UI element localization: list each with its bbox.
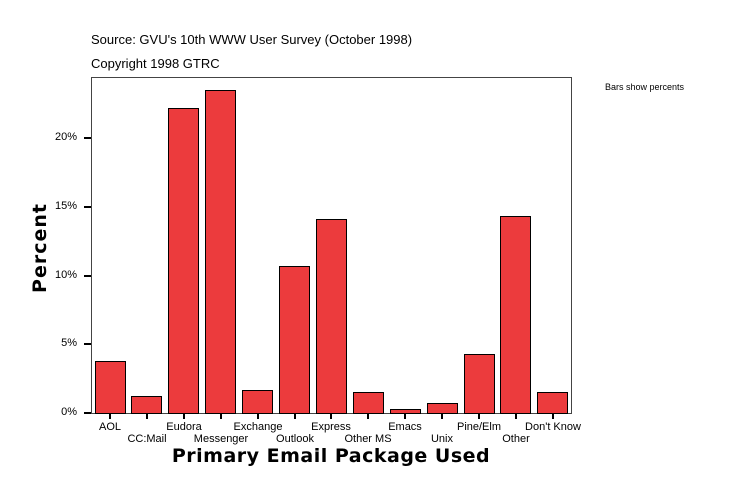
- x-tick: [330, 413, 332, 419]
- legend-note: Bars show percents: [605, 82, 685, 92]
- y-tick-label: 20%: [54, 131, 77, 143]
- x-tick-label: Don't Know: [525, 421, 581, 433]
- x-tick-label: Eudora: [166, 421, 202, 433]
- bar-other-ms: [353, 392, 384, 414]
- y-tick: [84, 137, 91, 139]
- bar-other: [500, 216, 531, 414]
- x-tick-label: Outlook: [276, 433, 314, 445]
- y-tick: [84, 412, 91, 414]
- x-tick: [478, 413, 480, 419]
- y-tick: [84, 205, 91, 208]
- bar-messenger: [205, 90, 236, 414]
- x-tick: [183, 413, 185, 419]
- x-tick: [109, 413, 111, 419]
- x-tick: [404, 413, 406, 419]
- y-axis-title: Percent: [29, 203, 51, 293]
- x-tick-label: Pine/Elm: [456, 421, 502, 433]
- x-tick-label: Unix: [430, 433, 454, 445]
- bar-express: [316, 219, 347, 414]
- y-tick: [84, 274, 91, 277]
- x-tick: [552, 413, 554, 419]
- copyright-line: Copyright 1998 GTRC: [91, 56, 220, 71]
- y-tick-label: 10%: [54, 268, 77, 281]
- y-tick-label: 0%: [61, 406, 77, 418]
- x-tick-label: Express: [311, 421, 351, 433]
- source-line: Source: GVU's 10th WWW User Survey (Octo…: [91, 32, 413, 47]
- x-tick-label: Emacs: [388, 421, 422, 433]
- x-tick: [515, 413, 517, 419]
- y-tick: [84, 343, 91, 346]
- x-tick: [146, 413, 148, 419]
- y-tick-label: 5%: [61, 337, 77, 350]
- bar-pine-elm: [464, 354, 495, 414]
- x-tick-label: Exchange: [233, 421, 283, 433]
- x-tick: [367, 413, 369, 419]
- x-tick-label: Other MS: [344, 433, 392, 445]
- bar-don-t-know: [537, 392, 568, 414]
- x-tick: [441, 413, 443, 419]
- bar-eudora: [168, 108, 199, 414]
- x-tick-label: CC:Mail: [127, 433, 167, 445]
- x-tick-label: AOL: [98, 421, 122, 433]
- x-tick: [220, 413, 222, 419]
- x-tick-label: Messenger: [193, 433, 249, 445]
- x-tick: [294, 413, 296, 419]
- x-tick: [257, 413, 259, 419]
- bar-cc-mail: [131, 396, 162, 414]
- bar-aol: [95, 361, 126, 414]
- x-tick-label: Other: [502, 433, 530, 445]
- bar-outlook: [279, 266, 310, 414]
- x-axis-title: Primary Email Package Used: [171, 445, 491, 467]
- y-tick-label: 15%: [54, 199, 77, 212]
- bar-exchange: [242, 390, 273, 414]
